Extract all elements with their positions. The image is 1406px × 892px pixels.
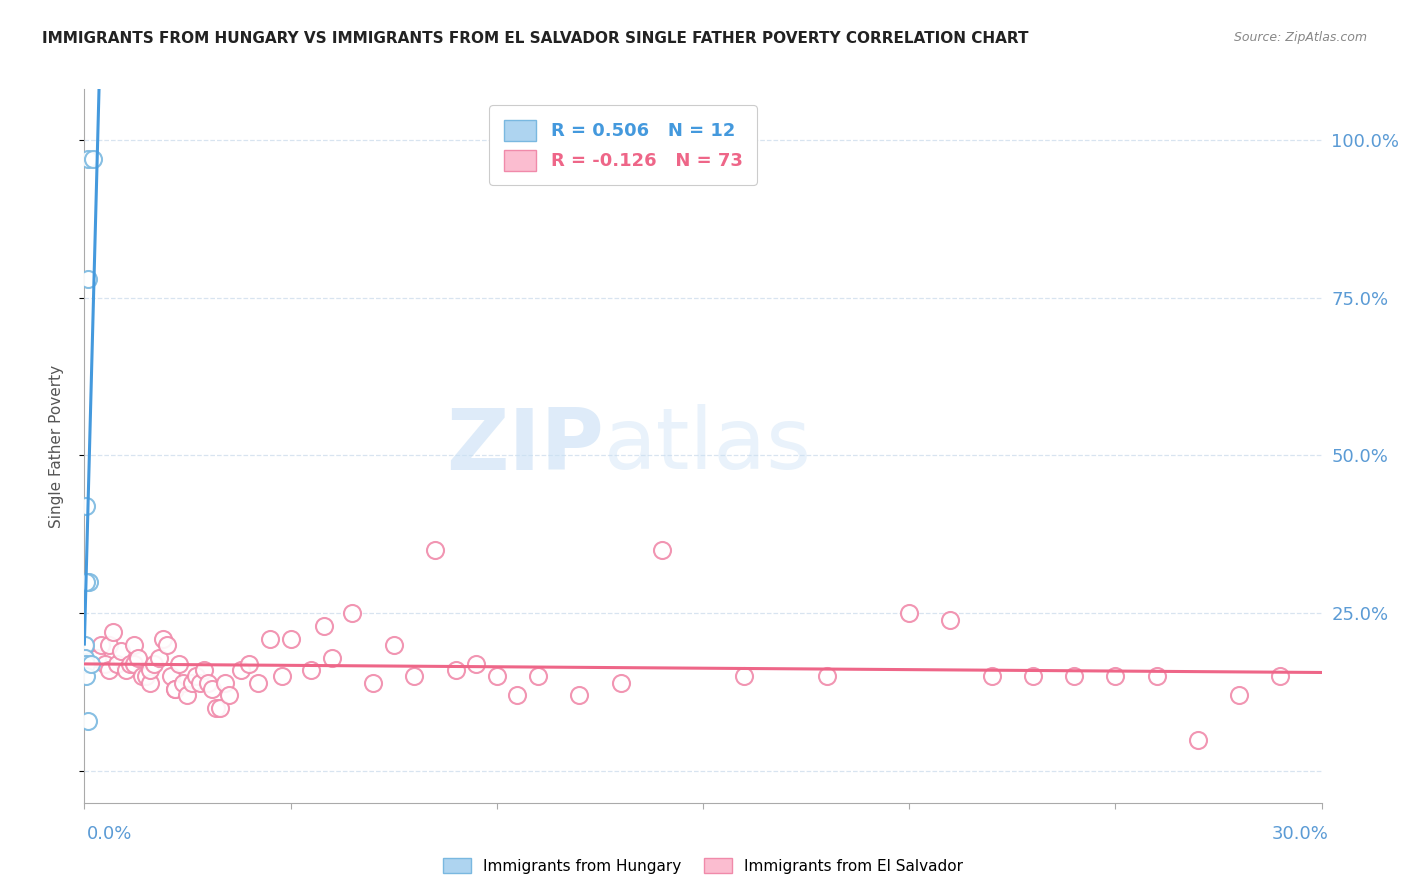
Point bbox=[114, 663, 136, 677]
Point bbox=[94, 657, 117, 671]
Point bbox=[86, 650, 108, 665]
Point bbox=[122, 657, 145, 671]
Point bbox=[152, 632, 174, 646]
Point bbox=[165, 682, 187, 697]
Point bbox=[568, 689, 591, 703]
Point bbox=[75, 657, 97, 671]
Point bbox=[131, 669, 153, 683]
Point bbox=[361, 675, 384, 690]
Point bbox=[105, 657, 128, 671]
Point bbox=[527, 669, 550, 683]
Point bbox=[135, 669, 157, 683]
Point bbox=[205, 701, 228, 715]
Point bbox=[1146, 669, 1168, 683]
Point bbox=[76, 271, 98, 285]
Point bbox=[139, 663, 162, 677]
Point bbox=[143, 657, 166, 671]
Text: 0.0%: 0.0% bbox=[87, 825, 132, 843]
Point bbox=[75, 499, 97, 513]
Point bbox=[184, 669, 207, 683]
Point bbox=[160, 669, 183, 683]
Point bbox=[1227, 689, 1250, 703]
Point bbox=[90, 638, 112, 652]
Point bbox=[172, 675, 194, 690]
Point bbox=[127, 650, 149, 665]
Point bbox=[506, 689, 529, 703]
Point bbox=[246, 675, 269, 690]
Point bbox=[82, 152, 104, 166]
Point bbox=[382, 638, 405, 652]
Point bbox=[77, 714, 100, 728]
Point bbox=[139, 675, 162, 690]
Point bbox=[75, 574, 97, 589]
Point bbox=[321, 650, 343, 665]
Point bbox=[165, 682, 187, 697]
Point bbox=[167, 657, 190, 671]
Point bbox=[485, 669, 508, 683]
Point bbox=[75, 650, 97, 665]
Point bbox=[193, 663, 215, 677]
Point bbox=[815, 669, 838, 683]
Point bbox=[1270, 669, 1292, 683]
Text: 30.0%: 30.0% bbox=[1272, 825, 1329, 843]
Legend: Immigrants from Hungary, Immigrants from El Salvador: Immigrants from Hungary, Immigrants from… bbox=[437, 852, 969, 880]
Point bbox=[271, 669, 294, 683]
Point bbox=[898, 607, 921, 621]
Point bbox=[651, 543, 673, 558]
Point bbox=[103, 625, 125, 640]
Point bbox=[214, 675, 236, 690]
Point bbox=[82, 650, 104, 665]
Point bbox=[1187, 732, 1209, 747]
Point bbox=[197, 675, 219, 690]
Text: ZIP: ZIP bbox=[446, 404, 605, 488]
Point bbox=[259, 632, 281, 646]
Point bbox=[98, 638, 121, 652]
Point bbox=[404, 669, 426, 683]
Point bbox=[299, 663, 322, 677]
Point bbox=[1104, 669, 1126, 683]
Point bbox=[110, 644, 132, 658]
Legend: R = 0.506   N = 12, R = -0.126   N = 73: R = 0.506 N = 12, R = -0.126 N = 73 bbox=[489, 105, 756, 185]
Point bbox=[118, 657, 141, 671]
Point bbox=[423, 543, 446, 558]
Point bbox=[122, 638, 145, 652]
Point bbox=[1063, 669, 1085, 683]
Point bbox=[75, 669, 97, 683]
Point bbox=[209, 701, 232, 715]
Point bbox=[733, 669, 755, 683]
Y-axis label: Single Father Poverty: Single Father Poverty bbox=[49, 365, 63, 527]
Point bbox=[465, 657, 488, 671]
Point bbox=[188, 675, 211, 690]
Point bbox=[201, 682, 224, 697]
Point bbox=[980, 669, 1002, 683]
Point bbox=[342, 607, 364, 621]
Point bbox=[312, 619, 335, 633]
Point bbox=[939, 613, 962, 627]
Text: IMMIGRANTS FROM HUNGARY VS IMMIGRANTS FROM EL SALVADOR SINGLE FATHER POVERTY COR: IMMIGRANTS FROM HUNGARY VS IMMIGRANTS FR… bbox=[42, 31, 1029, 46]
Point bbox=[148, 650, 170, 665]
Point bbox=[280, 632, 302, 646]
Point bbox=[76, 152, 98, 166]
Point bbox=[238, 657, 260, 671]
Point bbox=[1022, 669, 1045, 683]
Point bbox=[98, 663, 121, 677]
Text: atlas: atlas bbox=[605, 404, 813, 488]
Point bbox=[79, 657, 101, 671]
Point bbox=[229, 663, 252, 677]
Point bbox=[156, 638, 179, 652]
Point bbox=[75, 650, 97, 665]
Point bbox=[444, 663, 467, 677]
Point bbox=[609, 675, 631, 690]
Point bbox=[218, 689, 240, 703]
Point bbox=[75, 638, 97, 652]
Point bbox=[176, 689, 198, 703]
Text: Source: ZipAtlas.com: Source: ZipAtlas.com bbox=[1233, 31, 1367, 45]
Point bbox=[180, 675, 202, 690]
Point bbox=[79, 574, 101, 589]
